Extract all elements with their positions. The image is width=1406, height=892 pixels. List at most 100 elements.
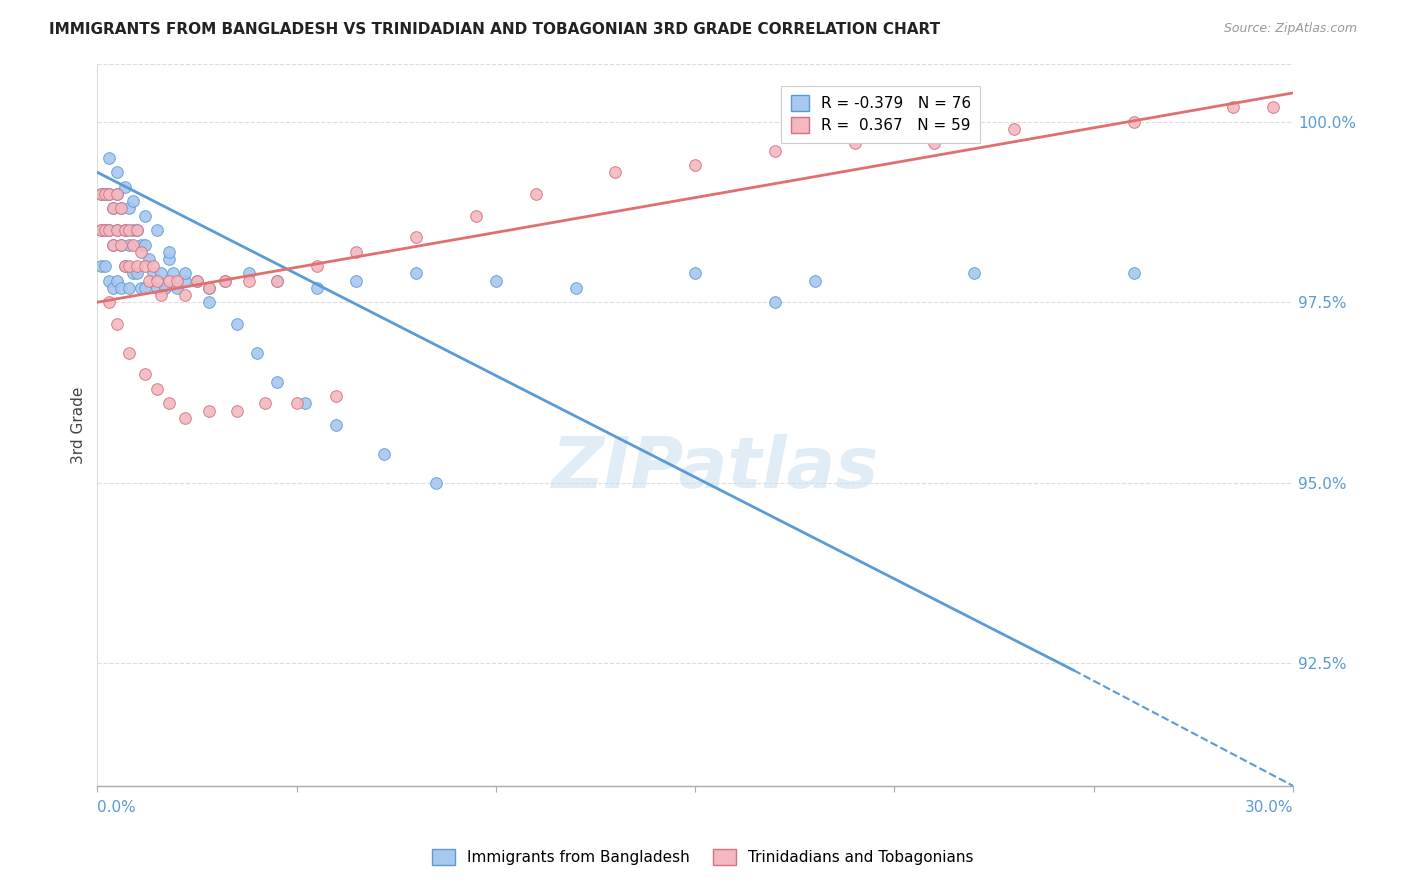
Point [105,274,128,288]
Point [344,274,367,288]
Point [605,165,627,179]
Point [238,274,260,288]
Point [114,223,136,237]
Point [214,274,236,288]
Point [266,274,288,288]
Point [564,281,586,295]
Point [157,396,180,410]
Point [122,266,145,280]
Point [103,237,125,252]
Point [110,202,132,216]
Point [844,136,866,151]
Point [285,396,308,410]
Point [325,417,347,432]
Point [98,186,121,201]
Point [90,186,112,201]
Point [225,317,247,331]
Point [134,368,156,382]
Text: ZIPatlas: ZIPatlas [551,434,879,503]
Point [174,410,197,425]
Point [114,259,136,273]
Point [118,237,141,252]
Point [1222,100,1244,114]
Point [174,266,197,280]
Point [105,223,128,237]
Point [122,194,145,209]
Point [118,223,141,237]
Point [405,230,427,244]
Text: IMMIGRANTS FROM BANGLADESH VS TRINIDADIAN AND TOBAGONIAN 3RD GRADE CORRELATION C: IMMIGRANTS FROM BANGLADESH VS TRINIDADIA… [49,22,941,37]
Point [266,274,288,288]
Point [105,223,128,237]
Point [94,186,117,201]
Point [98,186,121,201]
Point [146,274,169,288]
Point [485,274,508,288]
Point [122,223,145,237]
Point [1261,100,1284,114]
Point [924,136,946,151]
Point [803,274,825,288]
Point [105,165,128,179]
Point [110,237,132,252]
Point [683,158,706,172]
Point [127,223,149,237]
Point [98,223,121,237]
Point [142,259,165,273]
Point [118,259,141,273]
Point [405,266,427,280]
Point [103,202,125,216]
Point [134,237,156,252]
Point [198,295,221,310]
Point [157,252,180,266]
Point [134,209,156,223]
Point [150,288,173,302]
Point [166,281,188,295]
Point [1122,266,1144,280]
Point [142,266,165,280]
Point [127,259,149,273]
Legend: R = -0.379   N = 76, R =  0.367   N = 59: R = -0.379 N = 76, R = 0.367 N = 59 [782,87,980,143]
Point [110,202,132,216]
Point [129,237,152,252]
Point [186,274,208,288]
Point [325,389,347,403]
Point [105,186,128,201]
Point [114,179,136,194]
Point [90,223,112,237]
Point [373,447,395,461]
Point [1122,115,1144,129]
Point [98,295,121,310]
Point [225,403,247,417]
Point [138,274,160,288]
Point [1002,122,1025,136]
Point [186,274,208,288]
Point [134,281,156,295]
Point [146,281,169,295]
Point [425,475,447,490]
Point [763,295,786,310]
Point [162,266,184,280]
Point [110,281,132,295]
Point [238,266,260,280]
Point [127,223,149,237]
Point [963,266,986,280]
Y-axis label: 3rd Grade: 3rd Grade [72,386,86,464]
Point [138,252,160,266]
Point [246,345,269,359]
Point [94,223,117,237]
Point [90,186,112,201]
Point [465,209,488,223]
Point [98,151,121,165]
Point [105,186,128,201]
Point [105,317,128,331]
Point [524,186,547,201]
Point [253,396,276,410]
Text: 0.0%: 0.0% [97,800,136,815]
Point [110,237,132,252]
Point [94,186,117,201]
Point [122,237,145,252]
Point [118,345,141,359]
Point [90,259,112,273]
Point [174,288,197,302]
